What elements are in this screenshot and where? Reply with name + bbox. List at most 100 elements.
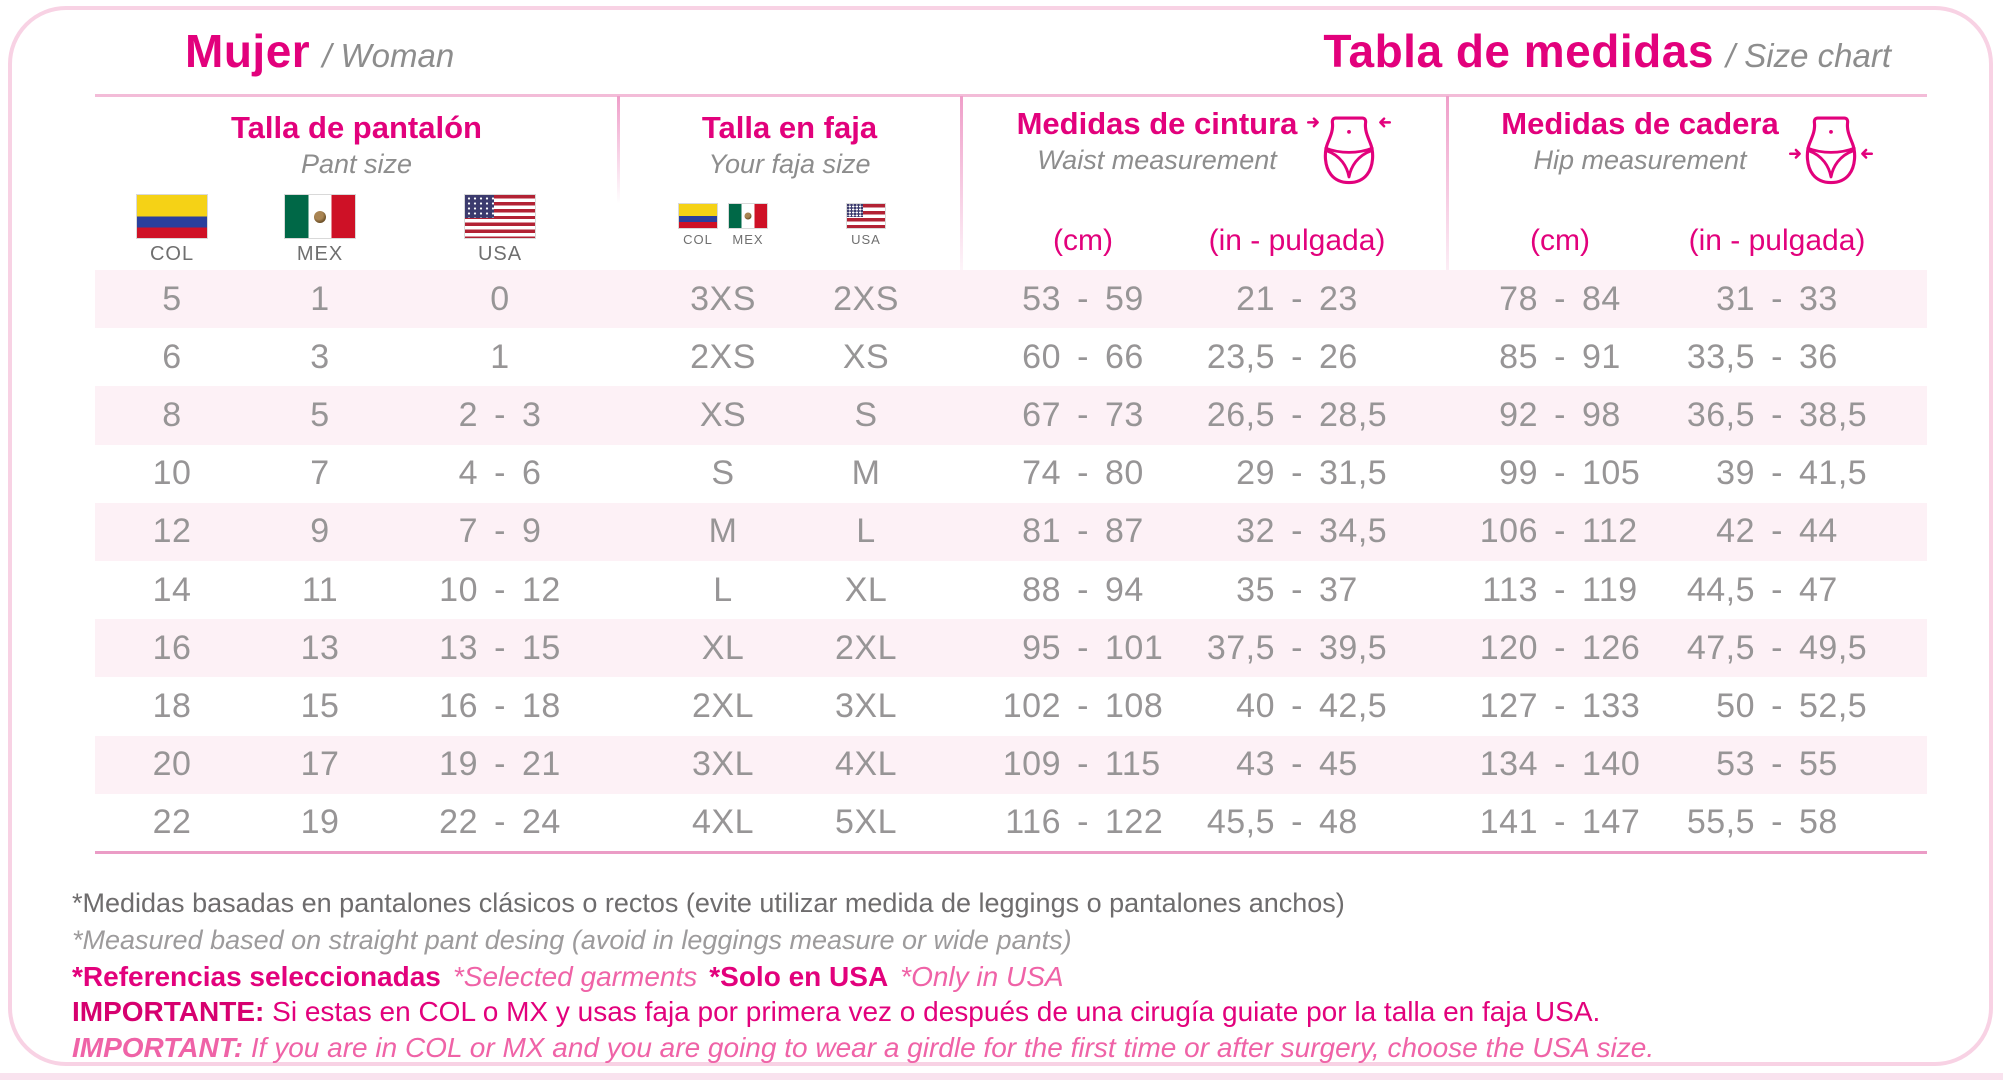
waist-title-es: Medidas de cintura bbox=[1016, 106, 1298, 141]
cell-hip-cm: 113-119 bbox=[1482, 570, 1638, 609]
cell-waist-cm: 102-108 bbox=[1002, 686, 1164, 725]
cell-faja-col-mex: XL bbox=[701, 628, 745, 667]
cell-faja-usa: 4XL bbox=[835, 745, 897, 784]
page-bottom-strip bbox=[0, 1073, 2003, 1080]
cell-faja-usa: 5XL bbox=[835, 803, 897, 842]
cell-pant-usa: 1 bbox=[490, 337, 510, 376]
colombia-flag-icon bbox=[136, 194, 208, 239]
usa-flag-small-canton bbox=[847, 204, 863, 217]
title-mujer: Mujer bbox=[185, 25, 311, 77]
hip-measure-icon bbox=[1788, 108, 1873, 197]
table-row: 20 17 19-21 3XL 4XL 109-115 43-45 134-14… bbox=[95, 735, 1927, 794]
title-woman: / Woman bbox=[322, 37, 455, 74]
cell-faja-col-mex: M bbox=[708, 512, 738, 551]
table-row: 22 19 22-24 4XL 5XL 116-122 45,5-48 141-… bbox=[95, 794, 1927, 852]
pant-flag-mexico-group: MEX bbox=[265, 194, 375, 266]
cell-pant-mex: 5 bbox=[310, 395, 330, 434]
page-title-left: Mujer / Woman bbox=[185, 24, 454, 78]
cell-pant-col: 22 bbox=[152, 803, 192, 842]
cell-faja-usa: S bbox=[854, 395, 878, 434]
size-table-body: 5 1 0 3XS 2XS 53-59 21-23 78-84 31-33 6 … bbox=[95, 270, 1927, 852]
header-divider-line bbox=[95, 94, 1927, 97]
hip-title-block: Medidas de cadera Hip measurement bbox=[1501, 106, 1778, 176]
faja-size-title-es: Talla en faja bbox=[701, 110, 878, 145]
cell-faja-usa: M bbox=[851, 454, 881, 493]
cell-pant-mex: 11 bbox=[301, 570, 339, 609]
cell-pant-usa: 19-21 bbox=[439, 745, 561, 784]
cell-hip-inches: 31-33 bbox=[1716, 279, 1838, 318]
cell-waist-inches: 21-23 bbox=[1236, 279, 1358, 318]
cell-pant-mex: 9 bbox=[310, 512, 330, 551]
cell-pant-usa: 10-12 bbox=[439, 570, 561, 609]
cell-hip-inches: 39-41,5 bbox=[1716, 454, 1868, 493]
pant-flag-colombia-group: COL bbox=[117, 194, 227, 266]
cell-faja-col-mex: 3XS bbox=[690, 279, 756, 318]
cell-pant-mex: 1 bbox=[310, 279, 330, 318]
cell-waist-inches: 35-37 bbox=[1236, 570, 1358, 609]
table-row: 5 1 0 3XS 2XS 53-59 21-23 78-84 31-33 bbox=[95, 270, 1927, 329]
cell-pant-usa: 16-18 bbox=[439, 686, 561, 725]
cell-faja-usa: 2XS bbox=[833, 279, 899, 318]
usa-flag-small-icon bbox=[846, 203, 886, 229]
waist-unit-cm: (cm) bbox=[1053, 224, 1113, 257]
cell-waist-inches: 32-34,5 bbox=[1236, 512, 1388, 551]
waist-measure-icon bbox=[1307, 108, 1392, 197]
cell-pant-col: 10 bbox=[152, 454, 192, 493]
mexico-flag-small-icon bbox=[728, 203, 768, 229]
mexico-emblem-icon bbox=[314, 210, 326, 223]
cell-waist-cm: 88-94 bbox=[1022, 570, 1144, 609]
cell-waist-cm: 67-73 bbox=[1022, 395, 1144, 434]
cell-waist-cm: 81-87 bbox=[1022, 512, 1144, 551]
cell-hip-cm: 85-91 bbox=[1499, 337, 1621, 376]
cell-waist-inches: 40-42,5 bbox=[1236, 686, 1388, 725]
pant-size-title-es: Talla de pantalón bbox=[231, 110, 482, 145]
cell-hip-cm: 127-133 bbox=[1479, 686, 1641, 725]
cell-hip-inches: 55,5-58 bbox=[1686, 803, 1838, 842]
cell-hip-cm: 99-105 bbox=[1499, 454, 1641, 493]
cell-faja-col-mex: 2XL bbox=[692, 686, 754, 725]
cell-waist-cm: 95-101 bbox=[1022, 628, 1164, 667]
cell-waist-cm: 74-80 bbox=[1022, 454, 1144, 493]
cell-faja-usa: XL bbox=[844, 570, 888, 609]
waist-title-en: Waist measurement bbox=[1037, 145, 1277, 175]
colombia-flag-small-icon bbox=[678, 203, 718, 229]
cell-hip-cm: 120-126 bbox=[1479, 628, 1641, 667]
cell-hip-inches: 44,5-47 bbox=[1686, 570, 1838, 609]
cell-hip-inches: 50-52,5 bbox=[1716, 686, 1868, 725]
cell-pant-col: 20 bbox=[152, 745, 192, 784]
cell-pant-mex: 3 bbox=[310, 337, 330, 376]
cell-hip-cm: 134-140 bbox=[1479, 745, 1641, 784]
cell-waist-inches: 29-31,5 bbox=[1236, 454, 1388, 493]
title-tabla-de-medidas: Tabla de medidas bbox=[1323, 25, 1714, 77]
cell-hip-inches: 42-44 bbox=[1716, 512, 1838, 551]
cell-hip-inches: 33,5-36 bbox=[1686, 337, 1838, 376]
flag-label-col: COL bbox=[149, 243, 195, 265]
mexico-flag-icon bbox=[284, 194, 356, 239]
cell-pant-mex: 7 bbox=[310, 454, 330, 493]
table-row: 6 3 1 2XS XS 60-66 23,5-26 85-91 33,5-36 bbox=[95, 328, 1927, 386]
hip-title-es: Medidas de cadera bbox=[1501, 106, 1779, 141]
importante-label: IMPORTANTE: bbox=[72, 996, 265, 1027]
cell-faja-usa: XS bbox=[842, 337, 890, 376]
footnote-references: *Referencias seleccionadas *Selected gar… bbox=[72, 961, 1064, 993]
cell-pant-usa: 2-3 bbox=[458, 395, 542, 434]
waist-title-block: Medidas de cintura Waist measurement bbox=[1017, 106, 1298, 176]
faja-flag-label-mex: MEX bbox=[732, 232, 764, 247]
hip-unit-cm: (cm) bbox=[1530, 224, 1590, 257]
usa-flag-icon bbox=[464, 194, 536, 239]
cell-hip-cm: 92-98 bbox=[1499, 395, 1621, 434]
cell-faja-usa: 2XL bbox=[835, 628, 897, 667]
cell-faja-col-mex: 2XS bbox=[690, 337, 756, 376]
important-text: If you are in COL or MX and you are goin… bbox=[250, 1032, 1655, 1063]
table-row: 16 13 13-15 XL 2XL 95-101 37,5-39,5 120-… bbox=[95, 619, 1927, 678]
cell-pant-usa: 13-15 bbox=[439, 628, 561, 667]
footnote-selected-garments-en: *Selected garments bbox=[452, 961, 698, 992]
cell-pant-mex: 17 bbox=[300, 745, 340, 784]
cell-waist-inches: 37,5-39,5 bbox=[1206, 628, 1388, 667]
title-size-chart: / Size chart bbox=[1725, 37, 1891, 74]
section-header-pant-size: Talla de pantalón Pant size bbox=[95, 110, 618, 180]
footnote-important-es: IMPORTANTE: Si estas en COL o MX y usas … bbox=[72, 996, 1600, 1028]
cell-waist-inches: 23,5-26 bbox=[1206, 337, 1358, 376]
cell-faja-col-mex: 4XL bbox=[692, 803, 754, 842]
hip-title-en: Hip measurement bbox=[1533, 145, 1747, 175]
